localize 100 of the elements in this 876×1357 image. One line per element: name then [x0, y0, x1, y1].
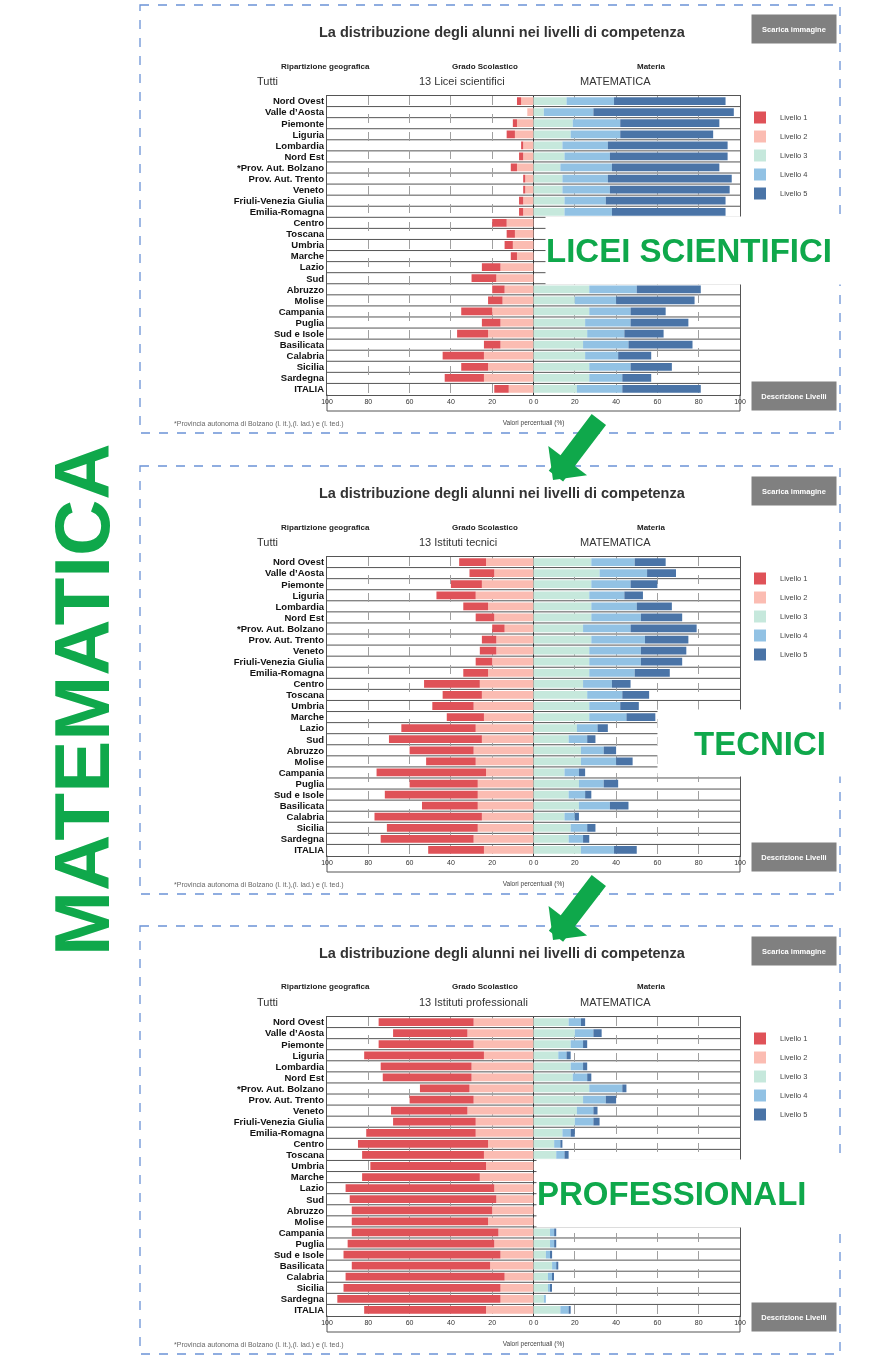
y-tick-label: Sud [306, 272, 325, 284]
y-tick-label: Friuli-Venezia Giulia [233, 195, 325, 207]
y-tick-label: Campania [278, 766, 325, 778]
y-tick-label: ITALIA [294, 383, 325, 395]
y-tick-label: Basilicata [279, 1259, 325, 1271]
y-tick-label: Molise [294, 1215, 325, 1227]
y-tick-label: Veneto [292, 644, 325, 656]
y-tick-label: Nord Ovest [272, 1016, 325, 1028]
y-tick-label: Veneto [292, 183, 325, 195]
y-tick-label: Nord Est [284, 150, 325, 162]
y-tick-label: Piemonte [281, 578, 325, 590]
chart-title: La distribuzione degli alunni nei livelli di competenza [319, 945, 686, 961]
text: Tutti [257, 75, 278, 87]
y-tick-label: Basilicata [279, 799, 325, 811]
y-tick-label: Marche [290, 1171, 325, 1183]
text: Tutti [257, 996, 278, 1008]
y-tick-label: ITALIA [294, 844, 325, 856]
y-tick-label: *Prov. Aut. Bolzano [237, 622, 325, 634]
y-tick-label: Sicilia [296, 822, 325, 834]
y-tick-label: Lombardia [275, 1060, 325, 1072]
annotation: LICEI SCIENTIFICI [546, 231, 833, 269]
y-tick-label: Emilia-Romagna [249, 1127, 325, 1139]
y-tick-label: Campania [278, 1226, 325, 1238]
y-tick-label: Puglia [295, 777, 325, 789]
text: MATEMATICA [580, 996, 652, 1008]
y-tick-label: Sardegna [280, 372, 325, 384]
text: 13 Istituti professionali [419, 996, 528, 1008]
y-tick-label: Toscana [286, 1149, 325, 1161]
text: Materia [637, 523, 666, 532]
text: Grado Scolastico [452, 982, 518, 991]
y-tick-label: Basilicata [279, 339, 325, 350]
y-tick-label: Umbria [291, 700, 325, 712]
y-tick-label: Emilia-Romagna [249, 667, 325, 679]
y-tick-label: Abruzzo [286, 283, 325, 295]
text: Ripartizione geografica [281, 982, 371, 991]
y-tick-label: Lombardia [275, 139, 325, 151]
y-tick-label: Nord Ovest [272, 556, 325, 568]
annotation: TECNICI [694, 724, 826, 762]
text: Tutti [257, 536, 278, 548]
y-tick-label: Nord Ovest [272, 95, 325, 107]
y-tick-label: Nord Est [284, 611, 325, 623]
y-tick-label: Nord Est [284, 1071, 325, 1083]
y-tick-label: Liguria [292, 128, 325, 140]
chart-title: La distribuzione degli alunni nei livelli di competenza [319, 24, 686, 40]
y-tick-label: Prov. Aut. Trento [248, 172, 325, 184]
y-tick-label: Lazio [299, 261, 325, 273]
y-tick-label: Calabria [286, 811, 325, 823]
text: Grado Scolastico [452, 62, 518, 71]
text: MATEMATICA [38, 443, 126, 956]
y-tick-label: Sardegna [280, 1293, 325, 1305]
text: Ripartizione geografica [281, 62, 371, 71]
y-tick-label: Friuli-Venezia Giulia [233, 1116, 325, 1128]
y-tick-label: Toscana [286, 689, 325, 701]
y-tick-label: Puglia [295, 316, 325, 328]
text: 13 Istituti tecnici [419, 536, 498, 548]
y-tick-label: Emilia-Romagna [249, 206, 325, 218]
y-tick-label: Toscana [286, 228, 325, 240]
y-tick-label: Marche [290, 711, 325, 723]
y-tick-label: Umbria [291, 239, 325, 251]
y-tick-label: Calabria [286, 350, 325, 362]
text: Ripartizione geografica [281, 523, 371, 532]
y-tick-label: Veneto [292, 1104, 325, 1116]
y-tick-label: Piemonte [281, 117, 325, 129]
y-tick-label: Sud e Isole [273, 327, 325, 339]
y-tick-label: Puglia [295, 1237, 325, 1249]
y-tick-label: Valle d’Aosta [264, 106, 325, 118]
text: Grado Scolastico [452, 523, 518, 532]
text: Materia [637, 982, 666, 991]
y-tick-label: Valle d’Aosta [264, 1027, 325, 1039]
y-tick-label: Lombardia [275, 600, 325, 612]
y-tick-label: Marche [290, 250, 325, 262]
y-tick-label: Centro [293, 678, 325, 690]
y-tick-label: Abruzzo [286, 1204, 325, 1216]
y-tick-label: Liguria [292, 589, 325, 601]
y-tick-label: Sud [306, 733, 325, 745]
y-tick-label: Sud [306, 1193, 325, 1205]
y-tick-label: Centro [293, 217, 325, 229]
y-tick-label: Friuli-Venezia Giulia [233, 656, 325, 668]
y-tick-label: Prov. Aut. Trento [248, 1093, 325, 1105]
annotation: PROFESSIONALI [537, 1174, 807, 1212]
y-tick-label: Molise [294, 755, 325, 767]
chart-title: La distribuzione degli alunni nei livelli di competenza [319, 485, 686, 501]
y-tick-label: Sicilia [296, 361, 325, 373]
y-tick-label: Sardegna [280, 833, 325, 845]
y-tick-label: *Prov. Aut. Bolzano [237, 1082, 325, 1094]
text: 13 Licei scientifici [419, 75, 505, 87]
y-tick-label: Lazio [299, 1182, 325, 1194]
y-tick-label: Valle d’Aosta [264, 567, 325, 579]
y-tick-label: Campania [278, 305, 325, 317]
text: MATEMATICA [580, 75, 652, 87]
y-tick-label: Prov. Aut. Trento [248, 633, 325, 645]
y-tick-label: Sud e Isole [273, 788, 325, 800]
y-tick-label: Liguria [292, 1049, 325, 1061]
y-tick-label: Umbria [291, 1160, 325, 1172]
y-tick-label: Calabria [286, 1271, 325, 1283]
y-tick-label: ITALIA [294, 1304, 325, 1316]
y-tick-label: *Prov. Aut. Bolzano [237, 161, 325, 173]
y-tick-label: Centro [293, 1138, 325, 1150]
y-tick-label: Abruzzo [286, 744, 325, 756]
y-tick-label: Sicilia [296, 1282, 325, 1294]
